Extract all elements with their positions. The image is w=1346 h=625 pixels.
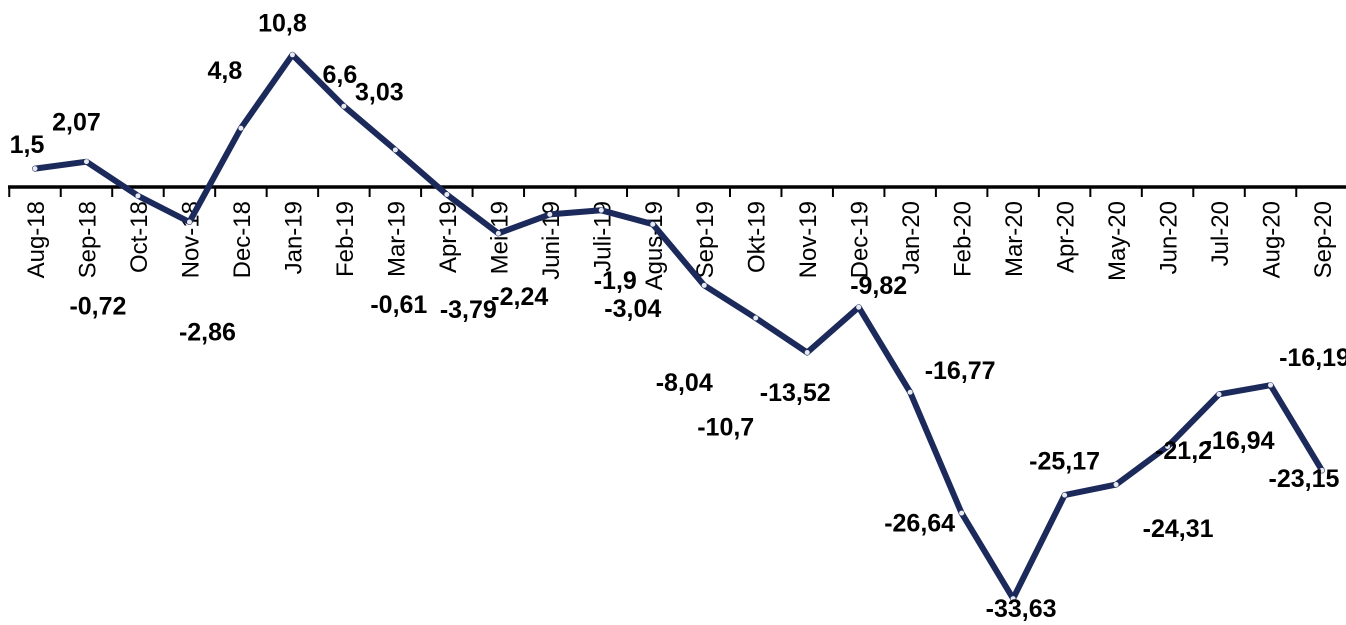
data-label: -10,7 xyxy=(697,414,754,442)
data-point xyxy=(186,219,192,225)
data-point xyxy=(1216,391,1222,397)
data-label: -2,86 xyxy=(179,319,236,347)
data-point xyxy=(1165,443,1171,449)
x-tick-label: Dec-19 xyxy=(847,201,874,278)
data-label: -3,04 xyxy=(604,295,661,323)
x-tick-label: Jul-20 xyxy=(1207,201,1234,266)
data-label: -25,17 xyxy=(1029,448,1100,476)
data-point xyxy=(495,230,501,236)
data-point xyxy=(959,510,965,516)
data-label: -26,64 xyxy=(884,510,955,538)
data-point xyxy=(238,125,244,131)
x-tick-label: Oct-18 xyxy=(126,201,153,273)
x-tick-label: Jun-20 xyxy=(1156,201,1183,274)
x-tick-label: Apr-19 xyxy=(435,201,462,273)
data-label: -1,9 xyxy=(594,267,637,295)
data-point xyxy=(1319,467,1325,473)
data-point xyxy=(547,211,553,217)
x-tick-label: Okt-19 xyxy=(744,201,771,273)
data-label: -16,19 xyxy=(1279,344,1346,372)
x-tick-label: Jan-19 xyxy=(280,201,307,274)
data-label: -0,72 xyxy=(69,292,126,320)
data-point xyxy=(444,191,450,197)
data-label: 1,5 xyxy=(10,131,45,159)
data-point xyxy=(804,349,810,355)
data-label: -16,94 xyxy=(1204,427,1275,455)
data-point xyxy=(856,304,862,310)
data-label: -0,61 xyxy=(370,291,427,319)
data-point xyxy=(135,193,141,199)
x-tick-label: Agus-19 xyxy=(641,201,668,290)
x-tick-label: May-20 xyxy=(1104,201,1131,281)
series-line xyxy=(32,51,1325,602)
data-label: 6,6 xyxy=(322,61,357,89)
data-point xyxy=(650,221,656,227)
data-point xyxy=(1113,482,1119,488)
data-label: -2,24 xyxy=(491,283,548,311)
x-tick-label: Mei-19 xyxy=(486,201,513,274)
data-point xyxy=(341,103,347,109)
data-label: -21,2 xyxy=(1155,437,1212,465)
x-tick-label: Nov-18 xyxy=(177,201,204,278)
data-label: 3,03 xyxy=(355,79,404,107)
data-point xyxy=(289,52,295,58)
x-tick-label: Sep-20 xyxy=(1310,201,1337,278)
x-tick-label: Aug-18 xyxy=(23,201,50,278)
data-label: -8,04 xyxy=(656,369,713,397)
data-point xyxy=(598,207,604,213)
x-tick-label: Feb-20 xyxy=(950,201,977,277)
x-tick-label: Nov-19 xyxy=(795,201,822,278)
data-label: -13,52 xyxy=(760,379,831,407)
x-tick-label: Apr-20 xyxy=(1053,201,1080,273)
data-point xyxy=(701,282,707,288)
x-tick-label: Mar-19 xyxy=(383,201,410,277)
x-tick-label: Mar-20 xyxy=(1001,201,1028,277)
x-tick-label: Aug-20 xyxy=(1259,201,1286,278)
data-point xyxy=(392,147,398,153)
data-point xyxy=(1268,382,1274,388)
data-point xyxy=(32,166,38,172)
data-label: 4,8 xyxy=(208,57,243,85)
data-label: 2,07 xyxy=(52,108,101,136)
data-point xyxy=(753,315,759,321)
data-point xyxy=(907,389,913,395)
x-tick-label: Jan-20 xyxy=(898,201,925,274)
data-label: -23,15 xyxy=(1269,465,1340,493)
x-tick-label: Feb-19 xyxy=(332,201,359,277)
x-tick-label: Sep-18 xyxy=(74,201,101,278)
data-label: -9,82 xyxy=(850,272,907,300)
x-tick-label: Sep-19 xyxy=(692,201,719,278)
data-point xyxy=(83,159,89,165)
data-label: -24,31 xyxy=(1143,515,1214,543)
data-point xyxy=(1062,492,1068,498)
data-label: -16,77 xyxy=(925,357,996,385)
data-label: -3,79 xyxy=(440,296,497,324)
data-point xyxy=(1010,596,1016,602)
data-label: 10,8 xyxy=(258,9,307,37)
plot-area: Aug-18 Sep-18 Oct-18 Nov-18 Dec-18 Jan-19 Feb-… xyxy=(8,9,1346,623)
x-tick-label: Dec-18 xyxy=(229,201,256,278)
data-label: -33,63 xyxy=(986,595,1057,623)
